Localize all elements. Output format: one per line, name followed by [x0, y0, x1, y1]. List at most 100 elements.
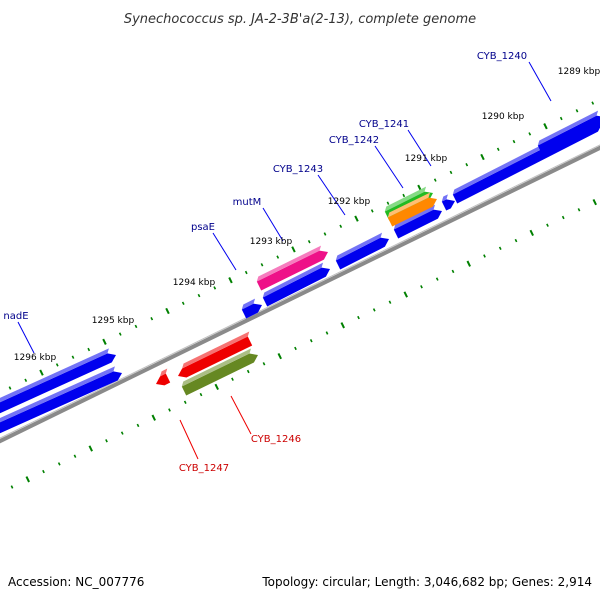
forward-gene-9[interactable] [537, 110, 600, 155]
outer-tick [354, 215, 359, 222]
inner-tick [309, 338, 313, 343]
inner-tick [277, 352, 282, 360]
genome-summary-text: Topology: circular; Length: 3,046,682 bp… [261, 575, 592, 589]
outer-tick [559, 116, 563, 121]
outer-tick [87, 347, 91, 352]
inner-tick [25, 476, 30, 483]
forward-gene-5[interactable] [335, 232, 389, 270]
inner-tick [577, 208, 581, 212]
leader-line [374, 145, 404, 189]
outer-tick [150, 316, 154, 321]
inner-tick [546, 223, 549, 227]
outer-tick [213, 286, 217, 290]
inner-tick [435, 277, 439, 281]
outer-tick [276, 255, 280, 259]
scale-label: 1295 kbp [92, 316, 135, 326]
gene-label[interactable]: CYB_1241 [359, 119, 409, 130]
gene-labels: CYB_1240 CYB_1241 CYB_1242 CYB_1243 mutM psaE… [3, 51, 527, 474]
forward-gene-2[interactable] [0, 366, 122, 434]
inner-tick [592, 198, 597, 206]
map-title: Synechococcus sp. JA-2-3B'a(2-13), compl… [124, 12, 476, 27]
forward-gene-6[interactable] [393, 204, 442, 239]
gene-olive[interactable] [181, 348, 258, 396]
inner-tick [231, 377, 234, 381]
gene-label[interactable]: CYB_1240 [477, 51, 527, 62]
gene-label[interactable]: CYB_1246 [251, 434, 301, 445]
inner-tick [561, 215, 565, 220]
inner-tick [451, 269, 455, 274]
inner-tick [199, 392, 203, 397]
gene-pink[interactable] [256, 245, 328, 291]
inner-tick [214, 383, 219, 391]
outer-tick [543, 123, 548, 130]
gene-label[interactable]: nadE [3, 311, 28, 322]
outer-tick [165, 307, 170, 315]
gene-label[interactable]: mutM [233, 197, 262, 208]
scale-label: 1296 kbp [14, 353, 57, 363]
outer-tick [291, 246, 296, 253]
inner-tick [42, 469, 45, 474]
inner-tick [340, 322, 345, 329]
leader-line [17, 321, 35, 354]
gene-red-small[interactable] [156, 368, 171, 386]
inner-tick [514, 238, 518, 243]
gene-orange[interactable] [387, 192, 437, 227]
scale-labels: 1289 kbp 1290 kbp 1291 kbp 1292 kbp 1293 kbp… [14, 67, 600, 363]
inner-tick [325, 331, 329, 335]
outer-tick [591, 101, 595, 105]
leader-line [407, 129, 432, 167]
outer-tick [244, 270, 248, 275]
leader-line [528, 61, 552, 102]
inner-tick [388, 300, 392, 304]
gene-red-large[interactable] [178, 331, 253, 378]
scale-label: 1289 kbp [558, 67, 600, 77]
gene-label[interactable]: CYB_1247 [179, 463, 229, 474]
leader-line [262, 207, 284, 242]
forward-gene-4[interactable] [262, 262, 330, 307]
inner-tick [498, 246, 502, 251]
inner-tick [151, 414, 156, 421]
inner-tick [88, 445, 93, 452]
leader-line [212, 232, 237, 271]
forward-gene-3[interactable] [241, 298, 262, 319]
leader-line [179, 419, 199, 460]
outer-tick [449, 170, 453, 175]
outer-tick [339, 224, 343, 229]
scale-label: 1291 kbp [405, 154, 448, 164]
outer-tick [496, 147, 500, 152]
scale-label: 1292 kbp [328, 197, 371, 207]
outer-tick [71, 355, 75, 359]
scale-label: 1290 kbp [482, 112, 525, 122]
outer-tick [386, 201, 390, 205]
inner-tick [420, 285, 423, 289]
leader-line [317, 174, 346, 216]
outer-tick [528, 132, 532, 136]
inner-tick-track [10, 198, 597, 489]
inner-tick [10, 485, 14, 489]
inner-tick [105, 439, 108, 443]
outer-tick [575, 109, 579, 113]
inner-tick [403, 291, 408, 298]
outer-tick [39, 369, 44, 376]
outer-tick [181, 301, 185, 306]
gene-label[interactable]: CYB_1243 [273, 164, 323, 175]
inner-tick [73, 454, 77, 458]
outer-tick [102, 338, 107, 345]
gene-label[interactable]: CYB_1242 [329, 135, 379, 146]
outer-tick [433, 178, 437, 182]
inner-tick [483, 254, 486, 258]
inner-tick [136, 423, 140, 428]
inner-tick [183, 400, 187, 405]
outer-tick [260, 263, 264, 267]
accession-text: Accession: NC_007776 [8, 575, 144, 589]
forward-gene-7[interactable] [441, 194, 455, 211]
outer-tick [8, 386, 12, 390]
outer-tick [480, 153, 485, 161]
gene-label[interactable]: psaE [191, 222, 215, 233]
outer-tick [323, 232, 327, 236]
forward-gene-1[interactable] [0, 348, 116, 414]
label-leader-lines [17, 61, 552, 460]
outer-tick [370, 209, 374, 213]
inner-tick [466, 260, 471, 267]
